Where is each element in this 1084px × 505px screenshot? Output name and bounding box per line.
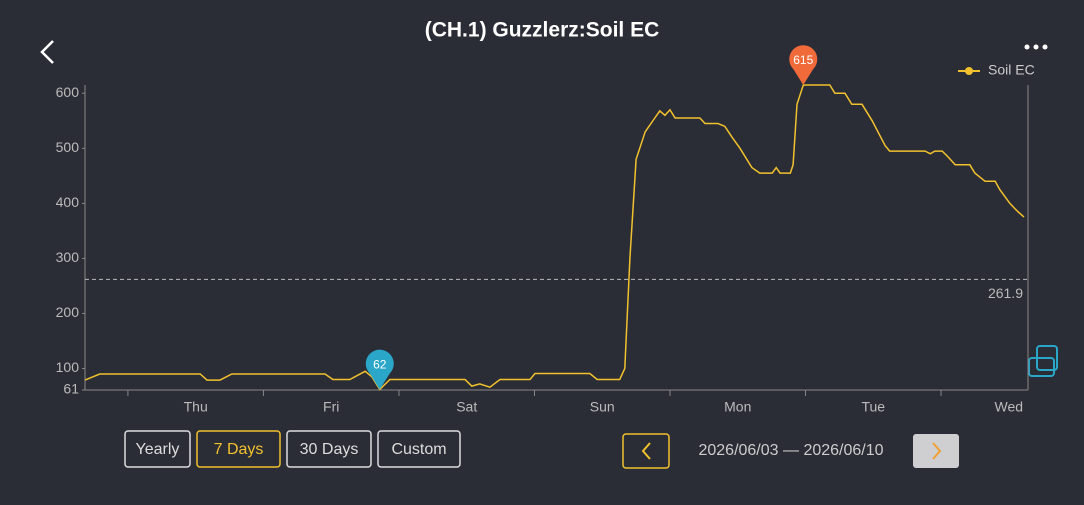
range-label: 30 Days	[300, 441, 359, 458]
range-button[interactable]	[196, 430, 281, 468]
range-label: 7 Days	[214, 441, 264, 458]
x-tick-label: Wed	[995, 399, 1024, 415]
controls: Yearly 7 Days 30 Days Custom	[124, 430, 461, 468]
marker-label: 615	[793, 53, 813, 67]
legend-dot	[965, 67, 973, 75]
marker-pin	[789, 45, 818, 85]
date-range: 2026/06/03 — 2026/06/10	[698, 442, 883, 459]
page-title: (CH.1) Guzzlerz:Soil EC	[425, 19, 660, 42]
rotate-icon[interactable]	[1028, 345, 1058, 377]
x-tick-label: Sat	[456, 399, 477, 415]
range-label: Custom	[391, 441, 446, 458]
x-tick-label: Sun	[590, 399, 615, 415]
y-tick-label: 61	[63, 381, 79, 397]
y-tick-label: 300	[56, 249, 80, 265]
back-button[interactable]	[40, 40, 54, 64]
range-label: Yearly	[136, 441, 180, 458]
next-button[interactable]	[913, 434, 959, 468]
range-button[interactable]	[124, 430, 191, 468]
x-tick-label: Mon	[724, 399, 751, 415]
marker-label: 62	[373, 358, 387, 372]
marker-pin	[365, 349, 394, 390]
y-tick-label: 200	[56, 304, 80, 320]
y-tick-label: 100	[56, 359, 80, 375]
y-tick-label: 500	[56, 139, 80, 155]
data-line	[84, 84, 1025, 391]
reference-label: 261.9	[988, 285, 1023, 301]
x-tick-label: Thu	[184, 399, 208, 415]
range-button[interactable]	[377, 430, 461, 468]
y-tick-label: 400	[56, 194, 80, 210]
more-menu[interactable]	[1024, 44, 1048, 50]
x-tick-label: Fri	[323, 399, 339, 415]
prev-button[interactable]	[622, 433, 670, 469]
prev-icon	[641, 442, 651, 460]
range-button[interactable]	[286, 430, 372, 468]
y-tick-label: 600	[56, 84, 80, 100]
legend-label: Soil EC	[988, 62, 1035, 78]
chart: 61 100 200 300 400 500 600 Thu Fri Sat Sun Mon Tue We…	[56, 45, 1035, 415]
next-icon	[932, 442, 942, 460]
x-tick-label: Tue	[861, 399, 885, 415]
